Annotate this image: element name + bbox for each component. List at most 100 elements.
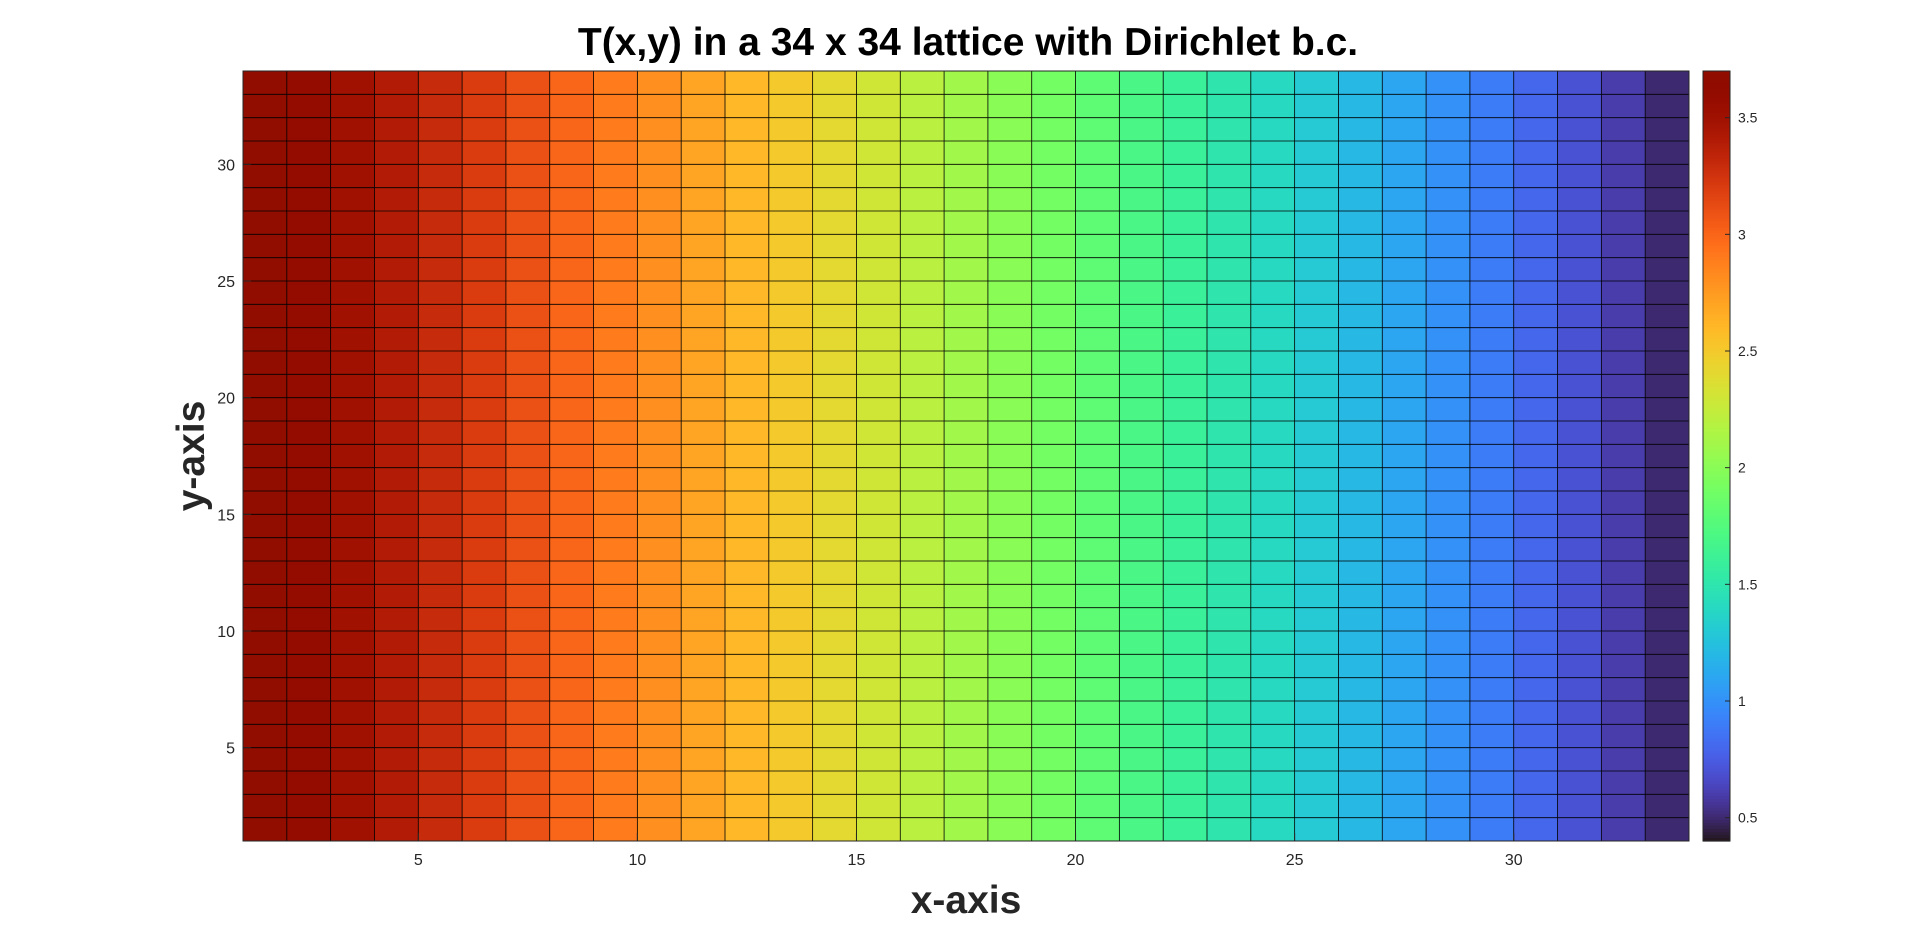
heatmap-cell xyxy=(330,631,375,655)
heatmap-cell xyxy=(1382,281,1427,305)
heatmap-cell xyxy=(1338,211,1383,235)
colorbar-segment xyxy=(1703,413,1730,418)
heatmap-cell xyxy=(944,584,989,609)
heatmap-cell xyxy=(637,257,682,282)
heatmap-cell xyxy=(944,817,989,842)
heatmap-cell xyxy=(1207,677,1252,702)
heatmap-cell xyxy=(1601,421,1646,445)
heatmap-cell xyxy=(1557,561,1602,585)
heatmap-cell xyxy=(725,631,770,655)
heatmap-cell xyxy=(593,71,638,95)
heatmap-cell xyxy=(1513,234,1558,259)
heatmap-cell xyxy=(1382,397,1427,422)
heatmap-cell xyxy=(681,211,726,235)
heatmap-cell xyxy=(1382,117,1427,142)
heatmap-cell xyxy=(725,421,770,445)
heatmap-cell xyxy=(1294,281,1339,305)
heatmap-cell xyxy=(1601,164,1646,189)
heatmap-cell xyxy=(812,117,857,142)
colorbar-segment xyxy=(1703,702,1730,707)
plot-frame xyxy=(242,70,1690,842)
heatmap-cell xyxy=(944,117,989,142)
heatmap-cell xyxy=(1513,724,1558,749)
heatmap-cell xyxy=(987,187,1033,212)
heatmap-cell xyxy=(330,304,375,329)
heatmap-cell xyxy=(462,514,507,539)
heatmap-cell xyxy=(681,117,726,142)
heatmap-cell xyxy=(1031,561,1076,585)
heatmap-cell xyxy=(768,351,814,375)
colorbar-segment xyxy=(1703,383,1730,388)
heatmap-cell xyxy=(462,164,507,189)
heatmap-cell xyxy=(243,584,288,609)
heatmap-cell xyxy=(1557,607,1602,632)
colorbar-segment xyxy=(1703,359,1730,364)
heatmap-cell xyxy=(1469,654,1515,679)
heatmap-cell xyxy=(856,561,901,585)
heatmap-cell xyxy=(812,584,857,609)
heatmap-cell xyxy=(1294,94,1339,119)
heatmap-cell xyxy=(549,584,594,609)
heatmap-cell xyxy=(505,467,551,492)
heatmap-cell xyxy=(987,607,1033,632)
heatmap-cell xyxy=(1382,71,1427,95)
heatmap-cell xyxy=(1513,187,1558,212)
heatmap-cell xyxy=(374,164,419,189)
colorbar-segment xyxy=(1703,822,1730,827)
heatmap-cell xyxy=(1031,351,1076,375)
heatmap-cell xyxy=(1338,724,1383,749)
heatmap-cell xyxy=(1075,281,1120,305)
heatmap-cell xyxy=(768,141,814,165)
heatmap-cell xyxy=(1207,257,1252,282)
heatmap-cell xyxy=(462,187,507,212)
heatmap-cell xyxy=(944,514,989,539)
heatmap-cell xyxy=(243,94,288,119)
heatmap-cell xyxy=(987,794,1033,819)
heatmap-cell xyxy=(418,281,463,305)
heatmap-cell xyxy=(1163,257,1208,282)
heatmap-cell xyxy=(1426,467,1471,492)
heatmap-cell xyxy=(812,771,857,795)
heatmap-cell xyxy=(1557,491,1602,515)
heatmap-cell xyxy=(725,794,770,819)
heatmap-cell xyxy=(1163,374,1208,399)
heatmap-cell xyxy=(593,771,638,795)
heatmap-cell xyxy=(1075,71,1120,95)
heatmap-cell xyxy=(681,677,726,702)
heatmap-cell xyxy=(1163,94,1208,119)
heatmap-cell xyxy=(1601,584,1646,609)
heatmap-cell xyxy=(505,281,551,305)
colorbar-segment xyxy=(1703,723,1730,728)
colorbar-segment xyxy=(1703,597,1730,601)
heatmap-cell xyxy=(856,747,901,772)
heatmap-cell xyxy=(812,701,857,725)
colorbar-segment xyxy=(1703,290,1730,295)
heatmap-cell xyxy=(1426,374,1471,399)
heatmap-cell xyxy=(1075,514,1120,539)
heatmap-cell xyxy=(681,584,726,609)
colorbar-segment xyxy=(1703,720,1730,725)
colorbar-segment xyxy=(1703,284,1730,289)
colorbar-segment xyxy=(1703,272,1730,277)
heatmap-cell xyxy=(1469,771,1515,795)
heatmap-cell xyxy=(1294,491,1339,515)
heatmap-cell xyxy=(681,607,726,632)
heatmap-cell xyxy=(1294,304,1339,329)
heatmap-cell xyxy=(374,351,419,375)
heatmap-cell xyxy=(1426,631,1471,655)
heatmap-cell xyxy=(987,444,1033,469)
heatmap-cell xyxy=(1250,141,1296,165)
heatmap-cell xyxy=(1075,631,1120,655)
heatmap-cell xyxy=(1031,211,1076,235)
colorbar-segment xyxy=(1703,678,1730,683)
heatmap-cell xyxy=(1207,374,1252,399)
heatmap-cell xyxy=(330,281,375,305)
heatmap-cell xyxy=(1469,631,1515,655)
heatmap-cell xyxy=(944,164,989,189)
colorbar-segment xyxy=(1703,71,1730,75)
heatmap-cell xyxy=(725,164,770,189)
heatmap-cell xyxy=(1250,327,1296,352)
heatmap-cell xyxy=(505,607,551,632)
colorbar-segment xyxy=(1703,576,1730,580)
heatmap-cell xyxy=(637,561,682,585)
